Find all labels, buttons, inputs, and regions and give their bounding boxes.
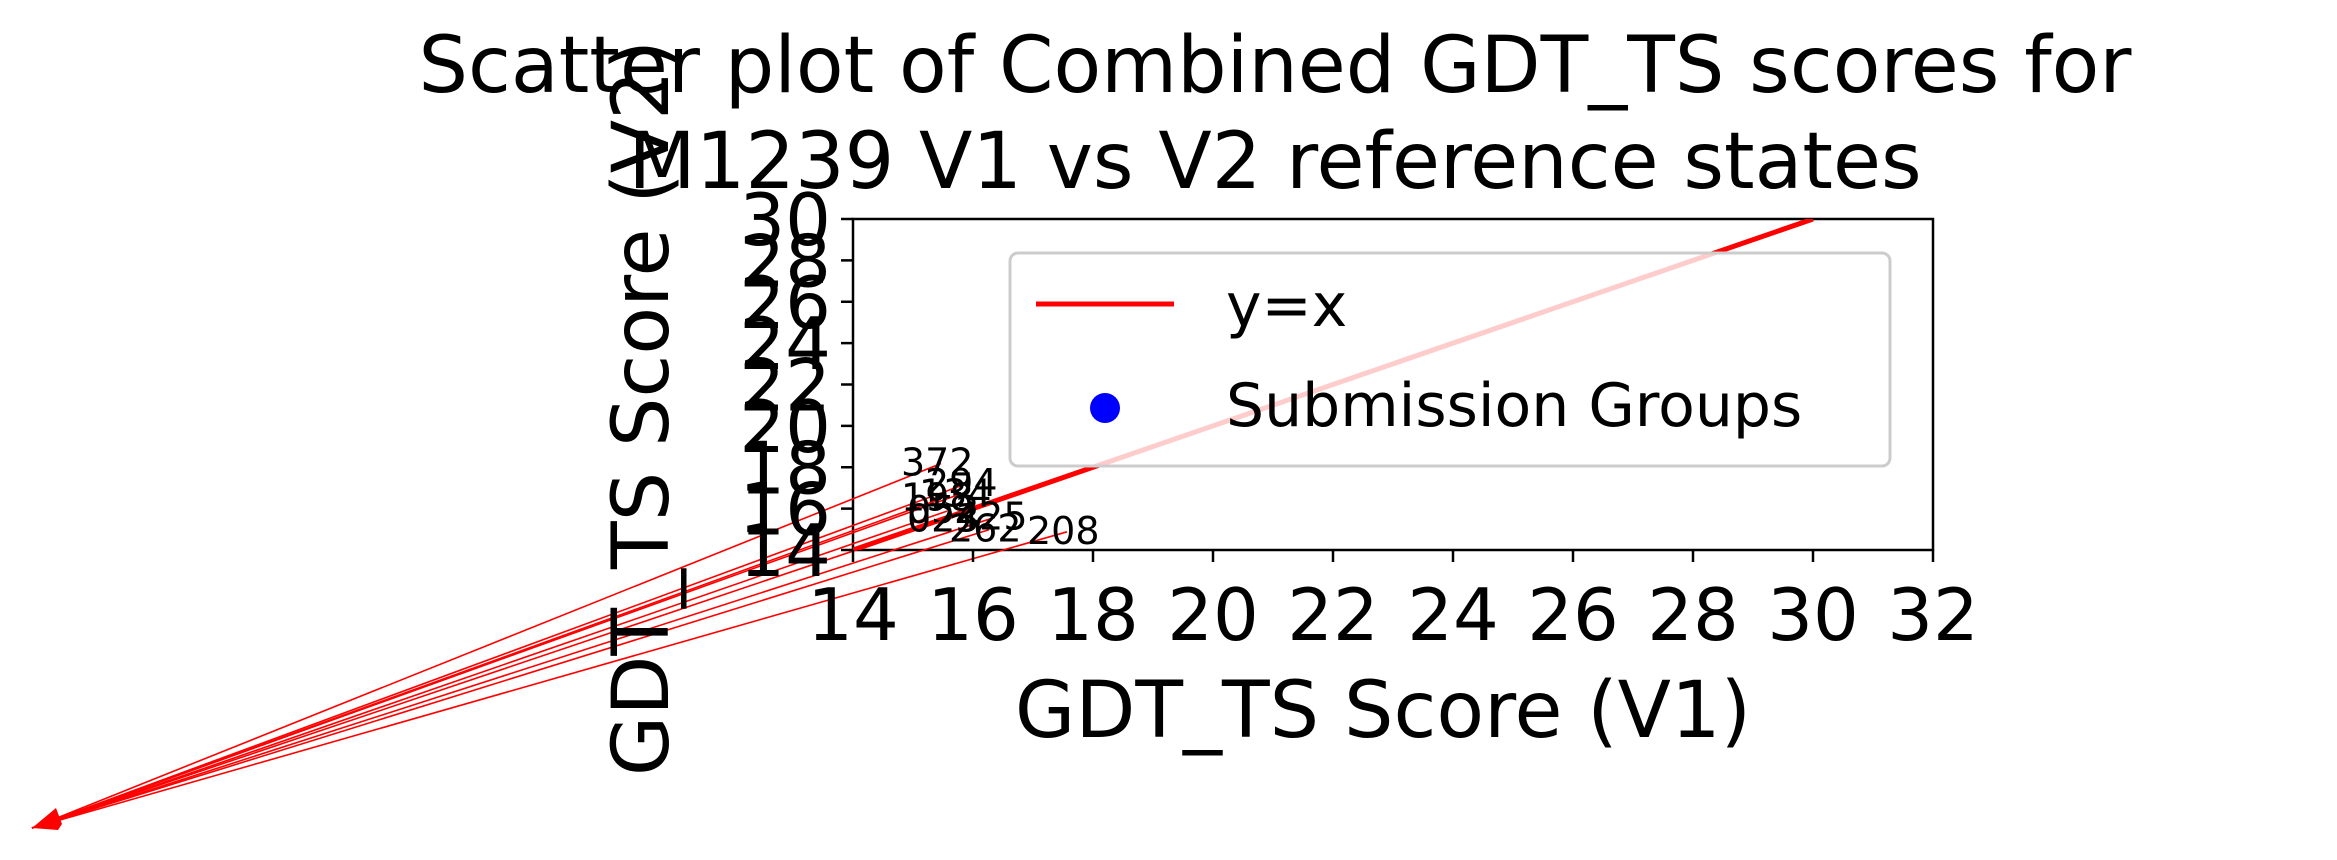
x-tick-label: 18 — [1047, 573, 1139, 657]
y-tick-label: 26 — [739, 261, 831, 345]
annotation-arrow — [31, 462, 942, 829]
annotation-label: 372 — [901, 441, 974, 485]
annotation-label: 134 — [919, 472, 992, 516]
y-tick-label: 28 — [739, 219, 831, 303]
annotation-label: 425 — [955, 494, 1028, 538]
arrow-head — [32, 808, 62, 830]
annotation-label: 052 — [907, 488, 980, 532]
annotation-arrow — [31, 483, 966, 829]
annotation-label: 294 — [925, 461, 998, 505]
y-axis-label: GDT_TS Score (V2) — [597, 40, 687, 776]
y-tick-label: 22 — [739, 344, 831, 428]
legend-box — [1008, 251, 1892, 468]
x-tick-label: 22 — [1287, 573, 1379, 657]
y-tick-label: 18 — [739, 426, 831, 510]
annotation-arrow — [31, 497, 942, 829]
annotation-label: 198 — [901, 476, 974, 520]
annotation-label: 023 — [907, 496, 980, 540]
annotation-arrow — [31, 528, 990, 829]
x-tick-label: 32 — [1887, 573, 1979, 657]
annotation-label: 262 — [949, 507, 1022, 551]
x-tick-label: 28 — [1647, 573, 1739, 657]
annotation-label: 208 — [1027, 509, 1100, 553]
legend-label-submission-groups: Submission Groups — [1226, 371, 1802, 441]
y-tick-label: 30 — [739, 178, 831, 262]
y-tick-label: 14 — [739, 509, 831, 593]
annotation-arrow — [31, 516, 996, 829]
legend: y=x Submission Groups — [1008, 251, 1892, 468]
annotation-arrow — [31, 518, 948, 829]
x-tick-label: 14 — [807, 573, 899, 657]
legend-marker-swatch — [1090, 393, 1120, 423]
annotation-arrow — [31, 510, 948, 829]
chart-title-line-1: Scatter plot of Combined GDT_TS scores f… — [419, 21, 2133, 111]
chart-title-line-2: M1239 V1 vs V2 reference states — [628, 117, 1921, 207]
x-tick-label: 16 — [927, 573, 1019, 657]
legend-label-reference-line: y=x — [1226, 271, 1347, 341]
x-tick-label: 30 — [1767, 573, 1859, 657]
y-tick-label: 20 — [739, 385, 831, 469]
y-tick-label: 16 — [739, 468, 831, 552]
x-axis-label: GDT_TS Score (V1) — [1015, 666, 1751, 756]
x-tick-label: 24 — [1407, 573, 1499, 657]
x-tick-label: 20 — [1167, 573, 1259, 657]
x-tick-label: 26 — [1527, 573, 1619, 657]
y-tick-label: 24 — [739, 302, 831, 386]
annotation-arrow — [31, 531, 1068, 829]
